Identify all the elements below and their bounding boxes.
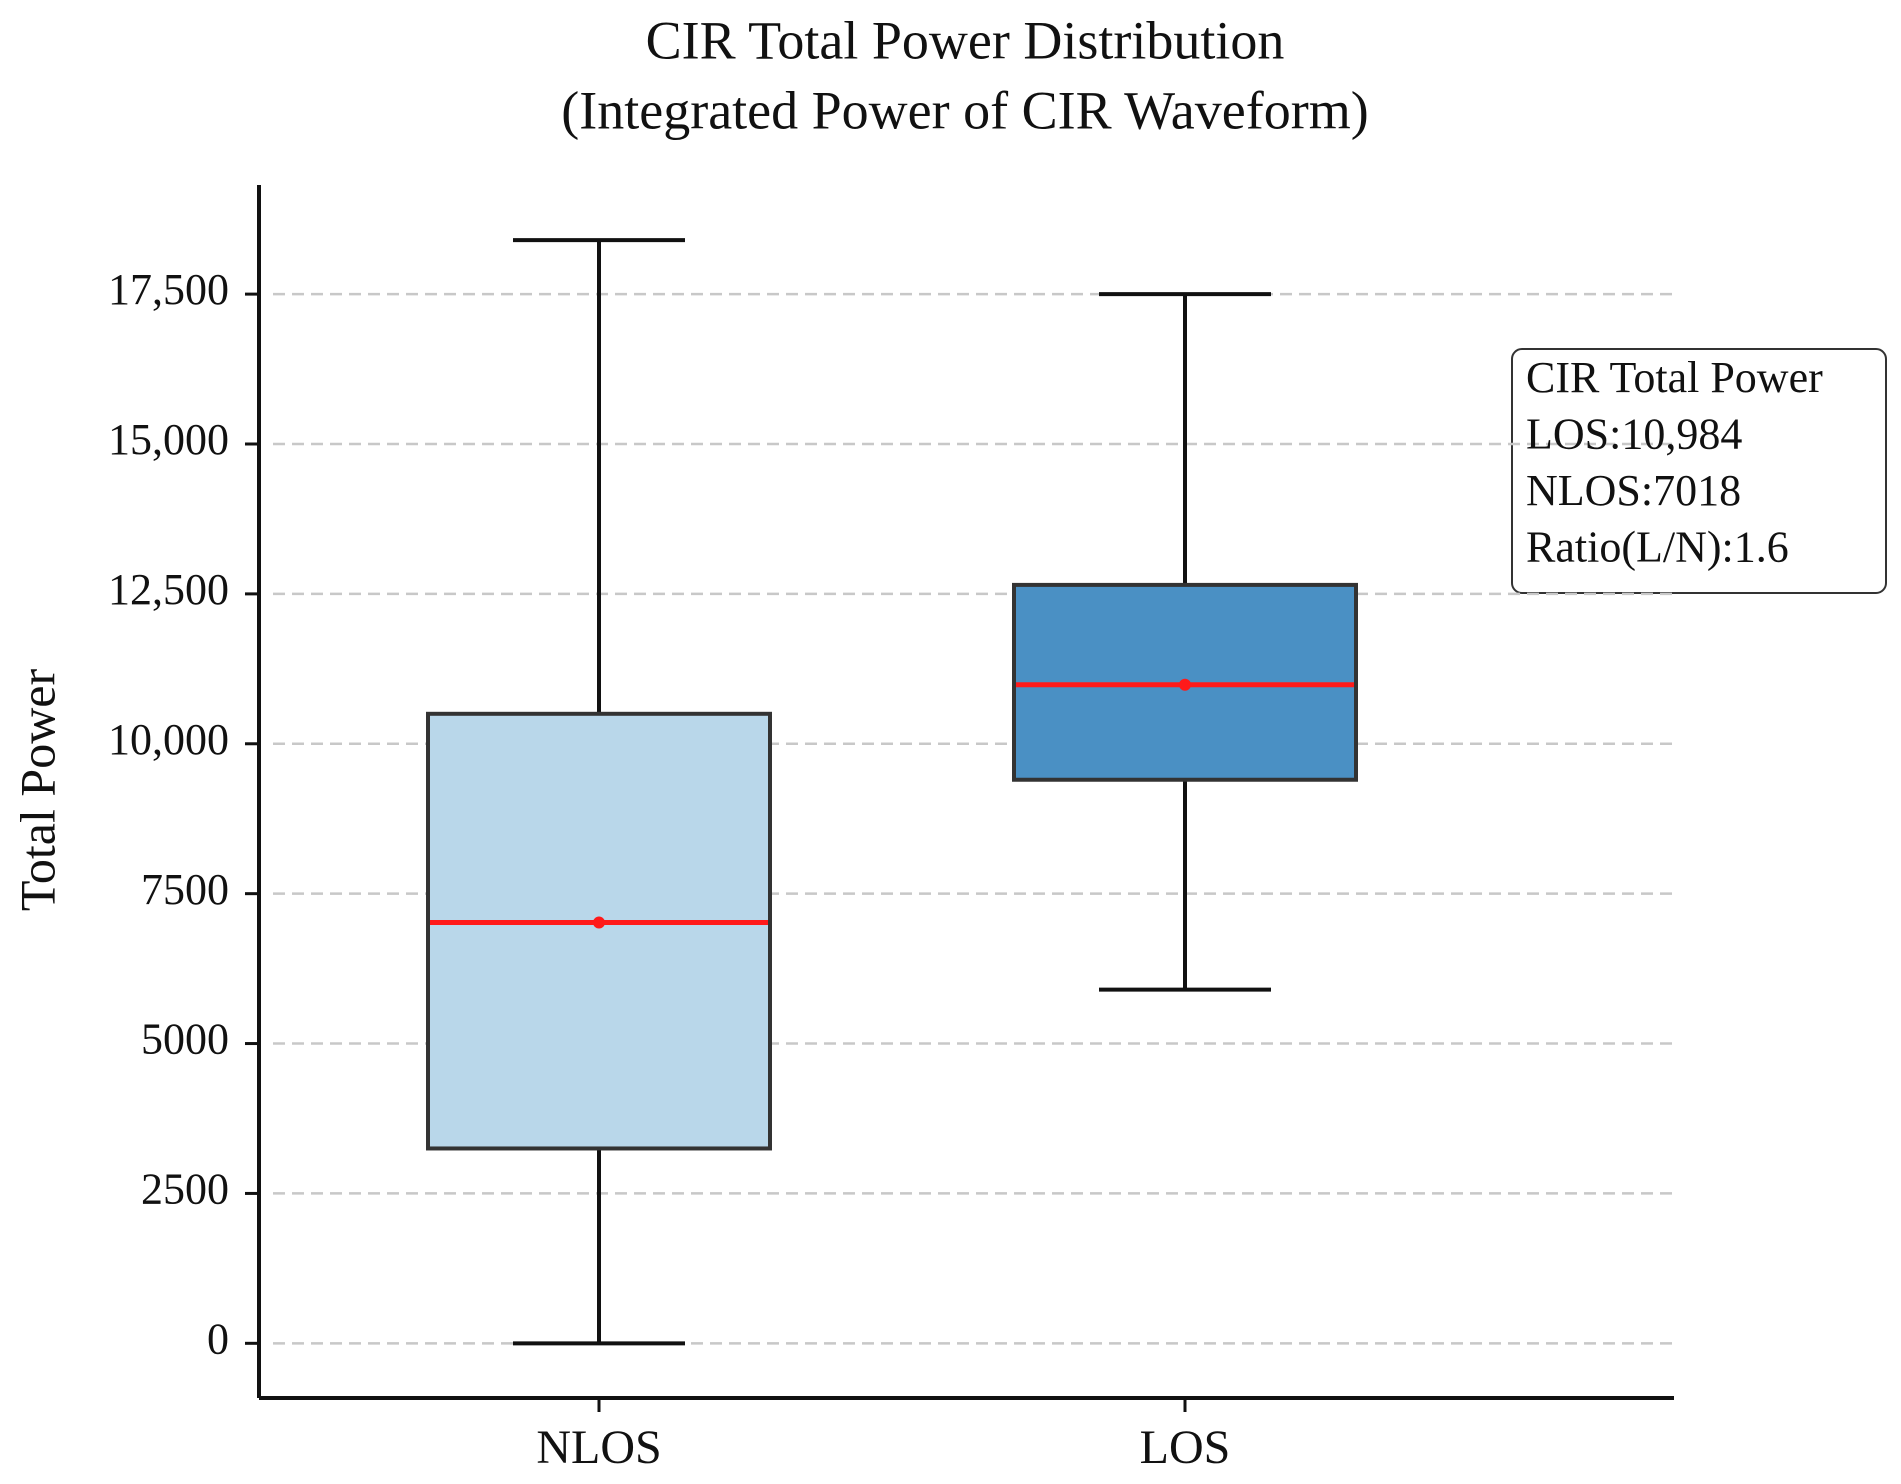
annotation-box	[1511, 348, 1887, 594]
y-axis-label: Total Power	[9, 669, 65, 912]
chart-title: CIR Total Power Distribution	[646, 10, 1285, 70]
chart-subtitle: (Integrated Power of CIR Waveform)	[561, 80, 1368, 140]
y-tick-label: 2500	[141, 1165, 229, 1214]
annotation-line: LOS:10,984	[1526, 410, 1742, 459]
x-tick-label: NLOS	[536, 1421, 661, 1474]
y-tick-label: 17,500	[108, 265, 229, 314]
median-dot	[1179, 678, 1191, 691]
y-tick-label: 10,000	[108, 715, 229, 764]
annotation-line: Ratio(L/N):1.6	[1526, 523, 1789, 572]
annotation-line: NLOS:7018	[1526, 466, 1741, 515]
x-tick-label: LOS	[1140, 1421, 1231, 1474]
y-tick-label: 5000	[141, 1015, 229, 1064]
y-tick-label: 7500	[141, 865, 229, 914]
median-dot	[593, 916, 605, 929]
y-tick-label: 15,000	[108, 415, 229, 464]
y-tick-label: 0	[207, 1314, 229, 1363]
y-tick-label: 12,500	[108, 565, 229, 614]
annotation-line: CIR Total Power	[1526, 353, 1823, 402]
box	[426, 711, 772, 1151]
